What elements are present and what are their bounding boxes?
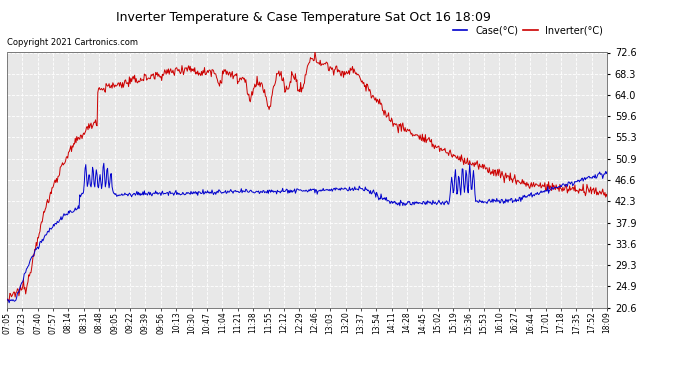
Legend: Case(°C), Inverter(°C): Case(°C), Inverter(°C) [449, 22, 607, 40]
Text: Inverter Temperature & Case Temperature Sat Oct 16 18:09: Inverter Temperature & Case Temperature … [116, 11, 491, 24]
Text: Copyright 2021 Cartronics.com: Copyright 2021 Cartronics.com [7, 38, 138, 47]
